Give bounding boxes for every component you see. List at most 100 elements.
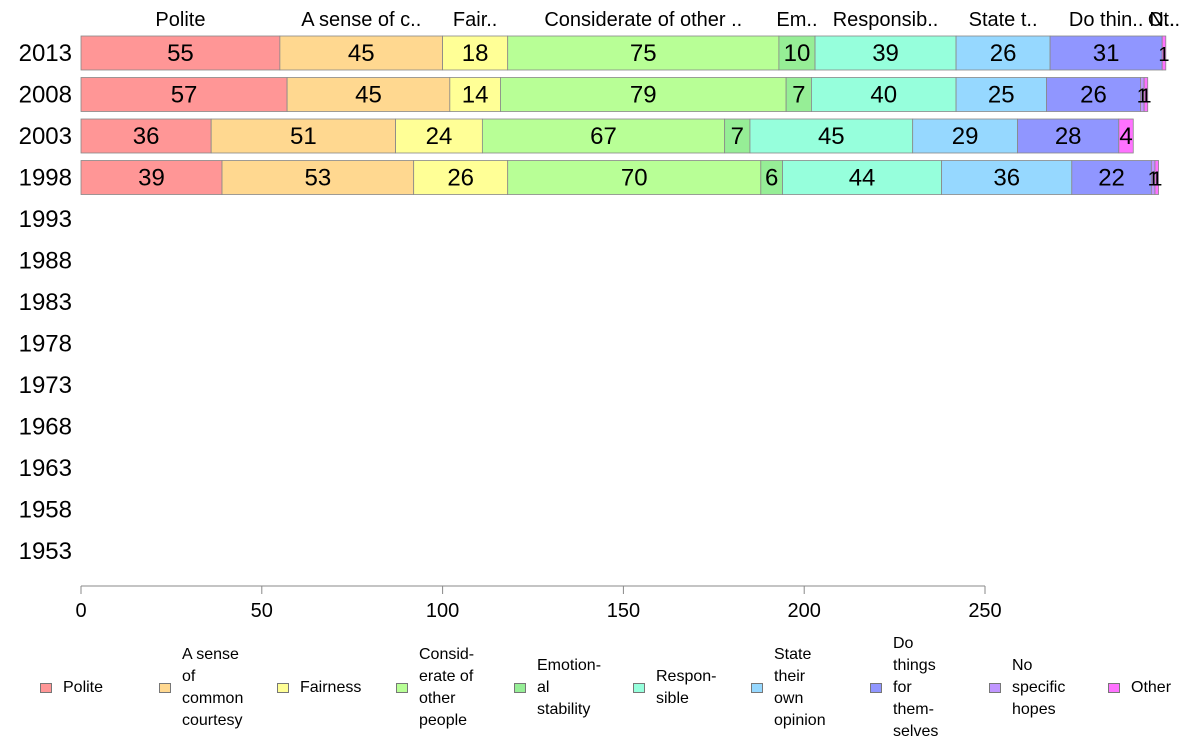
column-header-label: Fair.. [453, 9, 497, 31]
legend-label: A sense of common courtesy [182, 646, 244, 729]
bar-segment [413, 160, 509, 195]
bar-data-label: 70 [621, 165, 648, 192]
year-tick-label: 1973 [19, 372, 72, 399]
bar-segment [395, 118, 483, 154]
bar-segment [279, 35, 444, 71]
legend-item: Do things for them-selves [870, 633, 938, 743]
bar-data-label: 4 [1119, 123, 1132, 150]
legend-item: Consid-erate of other people [396, 644, 474, 732]
x-tick-label: 250 [968, 600, 1001, 622]
bar-segment [507, 160, 762, 195]
bar-data-label: 79 [630, 82, 657, 109]
legend-label: Respon-sible [656, 668, 717, 707]
column-header-label: Em.. [776, 9, 817, 31]
bar-segment [80, 77, 288, 112]
bar-data-label: 67 [590, 123, 617, 150]
legend-item: A sense of common courtesy [159, 644, 243, 732]
legend-label: No specific hopes [1012, 657, 1066, 718]
year-tick-label: 1983 [19, 289, 72, 316]
legend-item: State their own opinion [751, 644, 826, 732]
column-header-label: A sense of c.. [301, 9, 421, 31]
bar-data-label: 39 [872, 40, 899, 67]
bar-segment [955, 77, 1047, 112]
legend-label: Consid-erate of other people [419, 646, 475, 729]
bar-segment [724, 118, 751, 154]
bar-segment [1046, 77, 1141, 112]
legend-item: Other [1108, 677, 1171, 699]
column-header-label: N.. [1149, 9, 1175, 31]
column-header-label: State t.. [969, 9, 1038, 31]
legend-item: Respon-sible [633, 666, 716, 710]
bar-data-label: 40 [870, 82, 897, 109]
column-header-label: Responsib.. [833, 9, 939, 31]
stacked-bar-chart: Polite A sense of c.. Fair.. Considerate of… [19, 9, 1180, 622]
bar-data-label: 24 [426, 123, 453, 150]
bar-data-label: 14 [462, 82, 489, 109]
legend-item: Polite [40, 677, 103, 699]
bar-data-label: 29 [952, 123, 979, 150]
x-tick-label: 100 [426, 600, 459, 622]
year-tick-label: 2013 [19, 40, 72, 67]
legend-swatch [277, 683, 289, 693]
bar-data-label: 18 [462, 40, 489, 67]
x-tick-label: 0 [75, 600, 86, 622]
bar-segment [80, 160, 223, 195]
bar-segment [500, 77, 787, 112]
legend-swatch [1108, 683, 1120, 693]
legend-item: No specific hopes [989, 655, 1065, 721]
legend-label: Do things for them-selves [893, 635, 939, 740]
bar-data-label: 26 [990, 40, 1017, 67]
bar-data-label: 26 [447, 165, 474, 192]
bar-data-label: 31 [1093, 40, 1120, 67]
column-header-label: Ot.. [1148, 9, 1180, 31]
legend-swatch [396, 683, 408, 693]
year-tick-label: 1968 [19, 414, 72, 441]
bar-segment [955, 35, 1051, 71]
bar-data-label: 28 [1055, 123, 1082, 150]
bar-data-label: 45 [818, 123, 845, 150]
bar-segment [1118, 118, 1134, 154]
bar-data-label: 25 [988, 82, 1015, 109]
bar-segment [778, 35, 816, 71]
x-tick-label: 150 [607, 600, 640, 622]
year-tick-label: 2008 [19, 82, 72, 109]
bar-segment [811, 77, 957, 112]
bar-data-label: 53 [304, 165, 331, 192]
bar-segment [1071, 160, 1152, 195]
bar-data-label: 36 [993, 165, 1020, 192]
bar-segment [785, 77, 812, 112]
bar-data-label: 45 [348, 40, 375, 67]
bar-data-label: 36 [133, 123, 160, 150]
legend-item: Fairness [277, 677, 361, 699]
bar-segment [481, 118, 726, 154]
year-tick-label: 1988 [19, 248, 72, 275]
column-header-label: Do thin.. [1069, 9, 1143, 31]
legend-swatch [870, 683, 882, 693]
bar-data-label: 6 [765, 165, 778, 192]
bar-data-label: 10 [784, 40, 811, 67]
legend-label: Other [1131, 679, 1172, 696]
bar-data-label: 39 [138, 165, 165, 192]
bar-segment [449, 77, 501, 112]
bar-segment [814, 35, 957, 71]
bar-segment [1143, 77, 1149, 112]
legend-swatch [633, 683, 645, 693]
bar-segment [1017, 118, 1120, 154]
bar-data-label: 44 [849, 165, 876, 192]
bar-data-label: 1 [1140, 86, 1151, 108]
legend-swatch [751, 683, 763, 693]
bar-data-label: 1 [1137, 86, 1148, 108]
x-tick-label: 50 [251, 600, 273, 622]
bar-data-label: 55 [167, 40, 194, 67]
legend-label: State their own opinion [774, 646, 826, 729]
year-tick-label: 1958 [19, 497, 72, 524]
bar-data-label: 75 [630, 40, 657, 67]
x-tick-label: 200 [788, 600, 821, 622]
bar-data-label: 45 [355, 82, 382, 109]
legend-swatch [159, 683, 171, 693]
bar-data-label: 26 [1080, 82, 1107, 109]
legend-swatch [989, 683, 1001, 693]
bar-segment [1154, 160, 1159, 195]
bar-segment [1049, 35, 1163, 71]
bar-segment [749, 118, 914, 154]
